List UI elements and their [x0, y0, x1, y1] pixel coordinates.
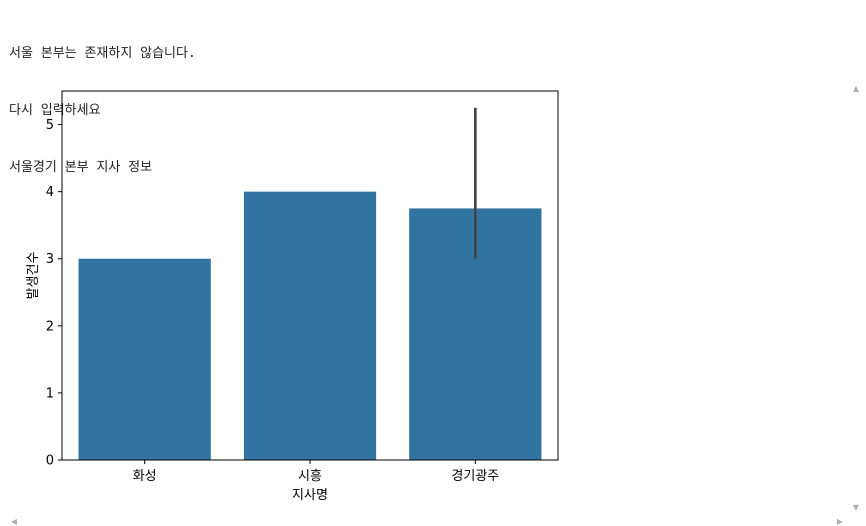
bar	[78, 258, 211, 460]
x-tick-label: 화성	[133, 469, 157, 484]
x-axis-label: 지사명	[292, 488, 328, 503]
scroll-left-icon[interactable]: ◀	[10, 517, 18, 526]
y-tick-label: 2	[46, 319, 54, 334]
y-tick-label: 4	[46, 185, 54, 200]
scroll-up-icon[interactable]: ▲	[852, 84, 860, 93]
y-tick-label: 1	[46, 386, 54, 401]
output-line: 다시 입력하세요	[9, 103, 101, 118]
bar	[243, 191, 377, 461]
y-tick-label: 0	[46, 454, 54, 469]
output-line: 서울경기 본부 지사 정보	[9, 160, 153, 175]
y-axis-label: 발생건수	[26, 252, 41, 300]
cell-output-text: 서울 본부는 존재하지 않습니다. 다시 입력하세요 서울경기 본부 지사 정보	[9, 6, 196, 196]
output-line: 서울 본부는 존재하지 않습니다.	[9, 46, 196, 61]
y-tick-label: 3	[46, 252, 54, 267]
y-tick-label: 5	[46, 118, 54, 133]
scroll-right-icon[interactable]: ▶	[836, 517, 844, 526]
x-tick-label: 시흥	[298, 469, 322, 484]
x-tick-label: 경기광주	[451, 469, 499, 484]
scroll-down-icon[interactable]: ▼	[852, 503, 860, 512]
